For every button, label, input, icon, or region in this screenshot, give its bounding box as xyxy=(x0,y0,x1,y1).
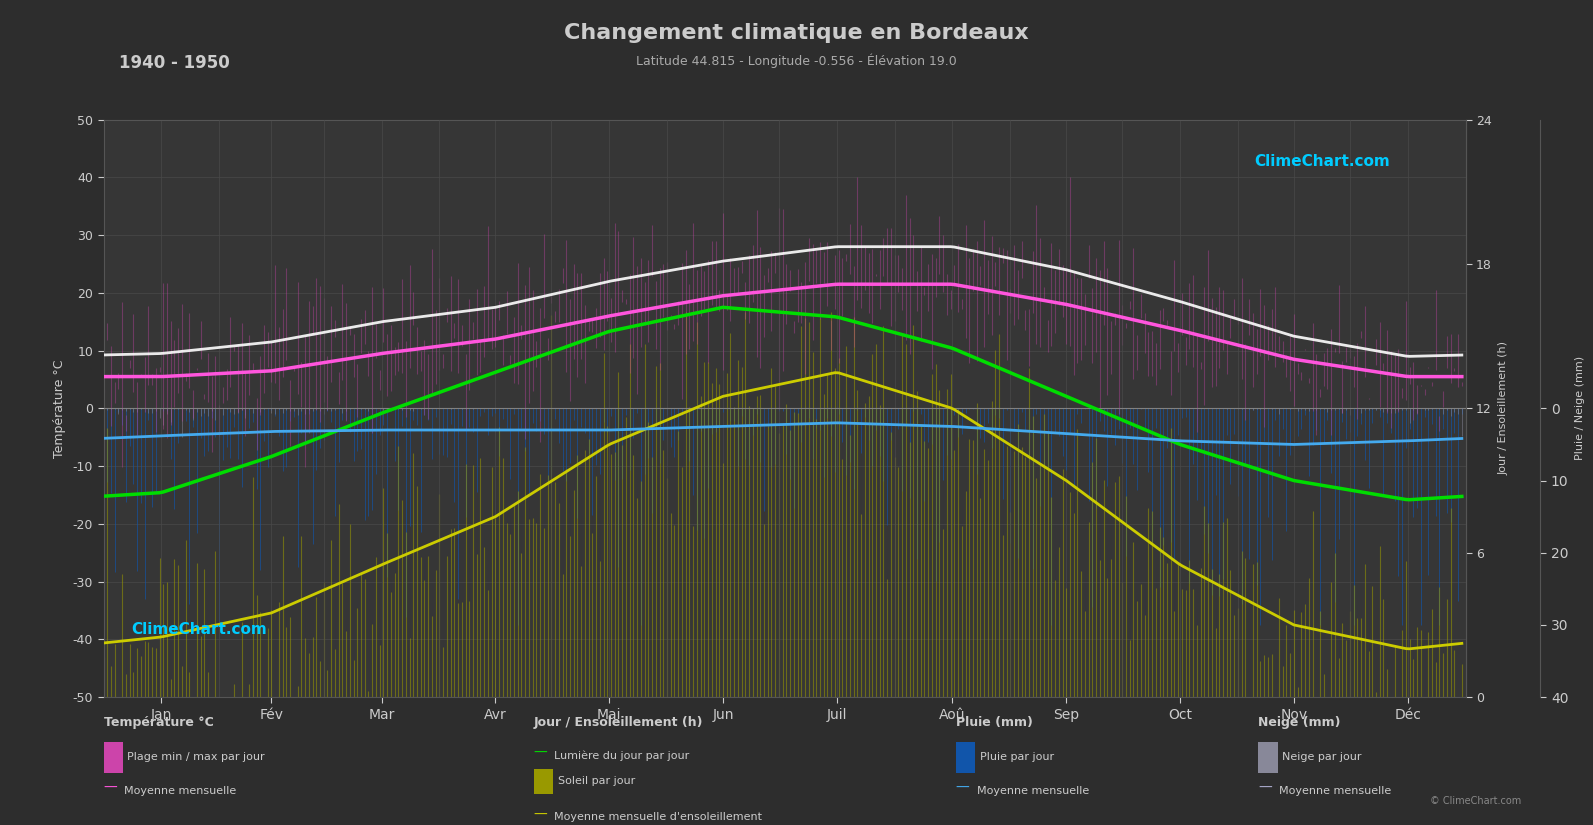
Text: © ClimeChart.com: © ClimeChart.com xyxy=(1431,796,1521,806)
Text: Latitude 44.815 - Longitude -0.556 - Élévation 19.0: Latitude 44.815 - Longitude -0.556 - Élé… xyxy=(636,54,957,68)
Text: ClimeChart.com: ClimeChart.com xyxy=(1254,154,1391,169)
Text: Jour / Ensoleillement (h): Jour / Ensoleillement (h) xyxy=(534,716,703,729)
Text: Plage min / max par jour: Plage min / max par jour xyxy=(127,752,264,762)
Y-axis label: Jour / Ensoleillement (h): Jour / Ensoleillement (h) xyxy=(1499,342,1509,475)
Text: Soleil par jour: Soleil par jour xyxy=(558,776,634,786)
Text: Moyenne mensuelle: Moyenne mensuelle xyxy=(977,785,1088,795)
Text: —: — xyxy=(534,808,548,822)
Text: —: — xyxy=(534,747,548,761)
Y-axis label: Pluie / Neige (mm): Pluie / Neige (mm) xyxy=(1575,356,1585,460)
Text: —: — xyxy=(1258,781,1273,795)
Text: ClimeChart.com: ClimeChart.com xyxy=(131,622,266,637)
Text: Pluie par jour: Pluie par jour xyxy=(980,752,1055,762)
Text: Neige par jour: Neige par jour xyxy=(1282,752,1362,762)
Text: Moyenne mensuelle d'ensoleillement: Moyenne mensuelle d'ensoleillement xyxy=(554,812,763,822)
Text: —: — xyxy=(104,781,118,795)
Text: 1940 - 1950: 1940 - 1950 xyxy=(119,54,231,72)
Text: Lumière du jour par jour: Lumière du jour par jour xyxy=(554,751,690,761)
Text: Moyenne mensuelle: Moyenne mensuelle xyxy=(1279,785,1391,795)
Y-axis label: Température °C: Température °C xyxy=(53,359,65,458)
Text: —: — xyxy=(956,781,970,795)
Text: Neige (mm): Neige (mm) xyxy=(1258,716,1341,729)
Text: Pluie (mm): Pluie (mm) xyxy=(956,716,1032,729)
Text: Moyenne mensuelle: Moyenne mensuelle xyxy=(124,785,236,795)
Text: Changement climatique en Bordeaux: Changement climatique en Bordeaux xyxy=(564,23,1029,43)
Text: Température °C: Température °C xyxy=(104,716,213,729)
